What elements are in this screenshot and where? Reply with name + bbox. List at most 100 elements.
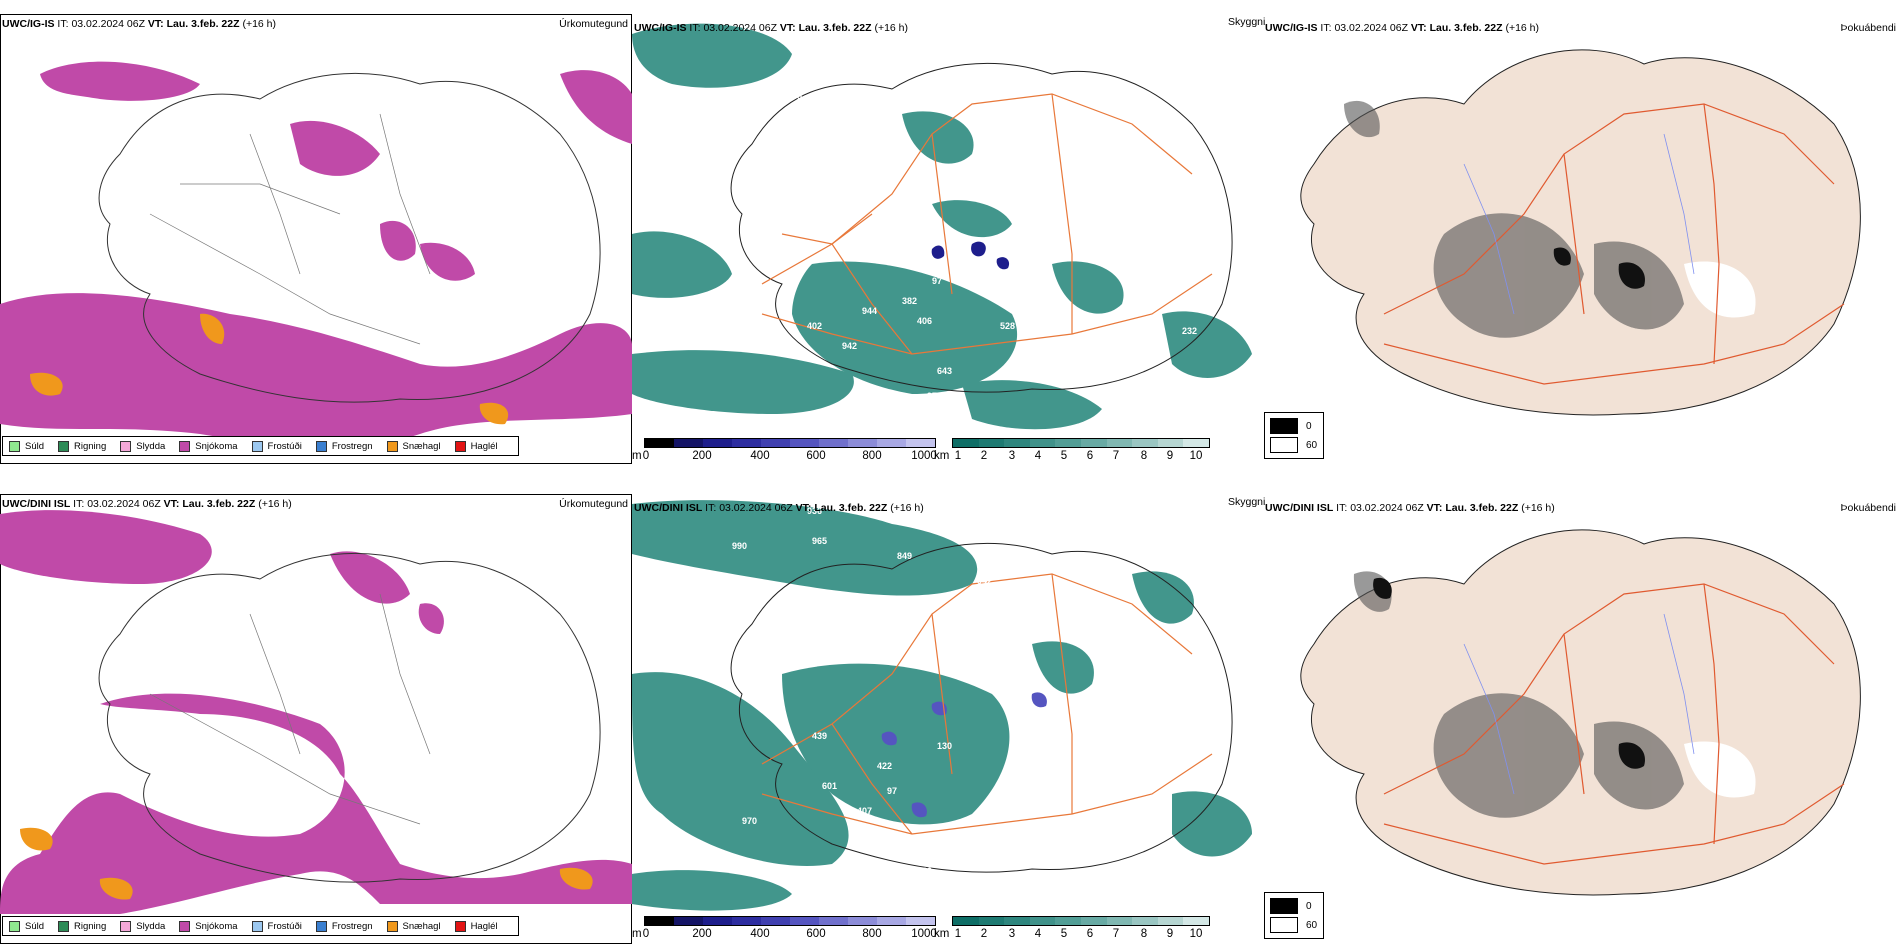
elevation-label: 235 xyxy=(787,91,802,101)
swatch xyxy=(120,440,132,452)
panel-title: UWC/DINI ISL IT: 03.02.2024 06Z VT: Lau.… xyxy=(2,498,292,510)
swatch xyxy=(386,440,398,452)
swatch xyxy=(179,440,191,452)
elevation-tick: 200 xyxy=(692,928,712,940)
visibility-tick: 7 xyxy=(1112,928,1120,940)
swatch xyxy=(9,920,20,932)
it-value: 03.02.2024 06Z xyxy=(1334,22,1408,34)
elevation-label: 439 xyxy=(812,731,827,741)
elevation-label: 234 xyxy=(812,91,827,101)
visibility-tick: 9 xyxy=(1166,450,1174,462)
vt-value: Lau. 3.feb. 22Z xyxy=(1445,502,1519,514)
elevation-label: 96 xyxy=(997,281,1007,291)
iceland-outline xyxy=(730,62,1233,393)
legend-item: Frostúði xyxy=(251,440,302,452)
model-name: UWC/IG-IS xyxy=(2,18,55,30)
precip-map xyxy=(0,494,632,944)
vt-label: VT: xyxy=(147,18,164,30)
visibility-panel-row2: 936 990 965 849 942 137 439 118 364 422 601 97 970 40… xyxy=(632,494,1324,944)
legend-item: Frostregn xyxy=(315,440,373,452)
model-name: UWC/IG-IS xyxy=(634,22,687,34)
legend-item: Snæhagl xyxy=(386,920,441,932)
elevation-label: 118 xyxy=(1027,736,1042,746)
elevation-label: 232 xyxy=(1182,326,1197,336)
elevation-label: 59 xyxy=(917,881,927,891)
vt-label: VT: xyxy=(1426,502,1443,514)
model-name: UWC/IG-IS xyxy=(1265,22,1318,34)
elevation-label: 81 xyxy=(937,261,947,271)
elevation-tick: 400 xyxy=(750,928,770,940)
legend-item: Rigning xyxy=(58,920,106,932)
it-label: IT: xyxy=(1336,502,1348,514)
legend-item: Slydda xyxy=(120,440,165,452)
visibility-tick: 2 xyxy=(980,450,988,462)
it-value: 03.02.2024 06Z xyxy=(719,502,793,514)
it-label: IT: xyxy=(689,22,701,34)
visibility-tick: 6 xyxy=(1086,928,1094,940)
elevation-tick: 200 xyxy=(692,450,712,462)
visibility-colorbar: km 1 2 3 4 5 6 7 8 9 10 xyxy=(934,916,1218,944)
elevation-label: 63 xyxy=(1067,831,1077,841)
it-value: 03.02.2024 06Z xyxy=(87,498,161,510)
vt-value: Lau. 3.feb. 22Z xyxy=(814,502,888,514)
elevation-tick: 600 xyxy=(806,450,826,462)
elevation-label: 97 xyxy=(932,276,942,286)
visibility-unit: km xyxy=(934,928,950,940)
visibility-colorbar-strip xyxy=(952,916,1210,926)
elevation-label: 944 xyxy=(862,306,877,316)
elevation-label: 317 xyxy=(957,176,972,186)
legend-item: Frostúði xyxy=(251,920,302,932)
swatch xyxy=(251,440,263,452)
visibility-tick: 9 xyxy=(1166,928,1174,940)
elevation-tick: 0 xyxy=(642,450,650,462)
visibility-tick: 3 xyxy=(1008,450,1016,462)
elevation-colorbar: m 0 200 400 600 800 1000 xyxy=(632,438,952,466)
fog-index-legend: 0 60 xyxy=(1264,892,1324,939)
swatch xyxy=(1270,437,1298,453)
elevation-label: 422 xyxy=(877,761,892,771)
legend-item: Slydda xyxy=(120,920,165,932)
visibility-colorbar-strip xyxy=(952,438,1210,448)
panel-title: UWC/IG-IS IT: 03.02.2024 06Z VT: Lau. 3.… xyxy=(634,22,908,34)
fog-panel-row1: UWC/IG-IS IT: 03.02.2024 06Z VT: Lau. 3.… xyxy=(1264,14,1900,464)
fog-index-legend: 0 60 xyxy=(1264,412,1324,459)
swatch xyxy=(9,440,20,452)
legend-item: Haglél xyxy=(454,920,498,932)
legend-item: Snjókoma xyxy=(179,920,238,932)
elevation-label: 970 xyxy=(742,816,757,826)
it-label: IT: xyxy=(1320,22,1332,34)
elevation-colorbar: m 0 200 400 600 800 1000 xyxy=(632,916,952,944)
visibility-map: 936 990 965 849 942 137 439 118 364 422 601 97 970 40… xyxy=(632,500,1252,921)
legend-item: Rigning xyxy=(58,440,106,452)
lead-time: (+16 h) xyxy=(1521,502,1555,514)
elevation-label: 402 xyxy=(807,321,822,331)
panel-title: UWC/DINI ISL IT: 03.02.2024 06Z VT: Lau.… xyxy=(1265,502,1555,514)
swatch xyxy=(58,920,70,932)
legend-item: Haglél xyxy=(454,440,498,452)
vt-label: VT: xyxy=(1410,22,1427,34)
elevation-label: 528 xyxy=(1000,321,1015,331)
elevation-colorbar-strip xyxy=(644,438,936,448)
precip-panel-row1: UWC/IG-IS IT: 03.02.2024 06Z VT: Lau. 3.… xyxy=(0,14,632,464)
visibility-tick: 8 xyxy=(1140,928,1148,940)
visibility-tick: 10 xyxy=(1189,450,1203,462)
iceland-land xyxy=(1300,529,1861,896)
elevation-tick: 800 xyxy=(862,928,882,940)
it-label: IT: xyxy=(705,502,717,514)
elevation-label: 965 xyxy=(812,536,827,546)
elevation-label: 942 xyxy=(842,341,857,351)
it-value: 03.02.2024 06Z xyxy=(1350,502,1424,514)
elevation-label: 849 xyxy=(897,551,912,561)
it-value: 03.02.2024 06Z xyxy=(71,18,145,30)
elevation-label: 269 xyxy=(917,841,932,851)
vt-label: VT: xyxy=(779,22,796,34)
legend-item: Frostregn xyxy=(315,920,373,932)
elevation-label: 997 xyxy=(742,22,757,32)
it-label: IT: xyxy=(57,18,69,30)
visibility-tick: 10 xyxy=(1189,928,1203,940)
visibility-tick: 7 xyxy=(1112,450,1120,462)
elevation-label: 130 xyxy=(937,741,952,751)
elevation-label: 936 xyxy=(807,506,822,516)
vt-label: VT: xyxy=(163,498,180,510)
swatch xyxy=(1270,418,1298,434)
